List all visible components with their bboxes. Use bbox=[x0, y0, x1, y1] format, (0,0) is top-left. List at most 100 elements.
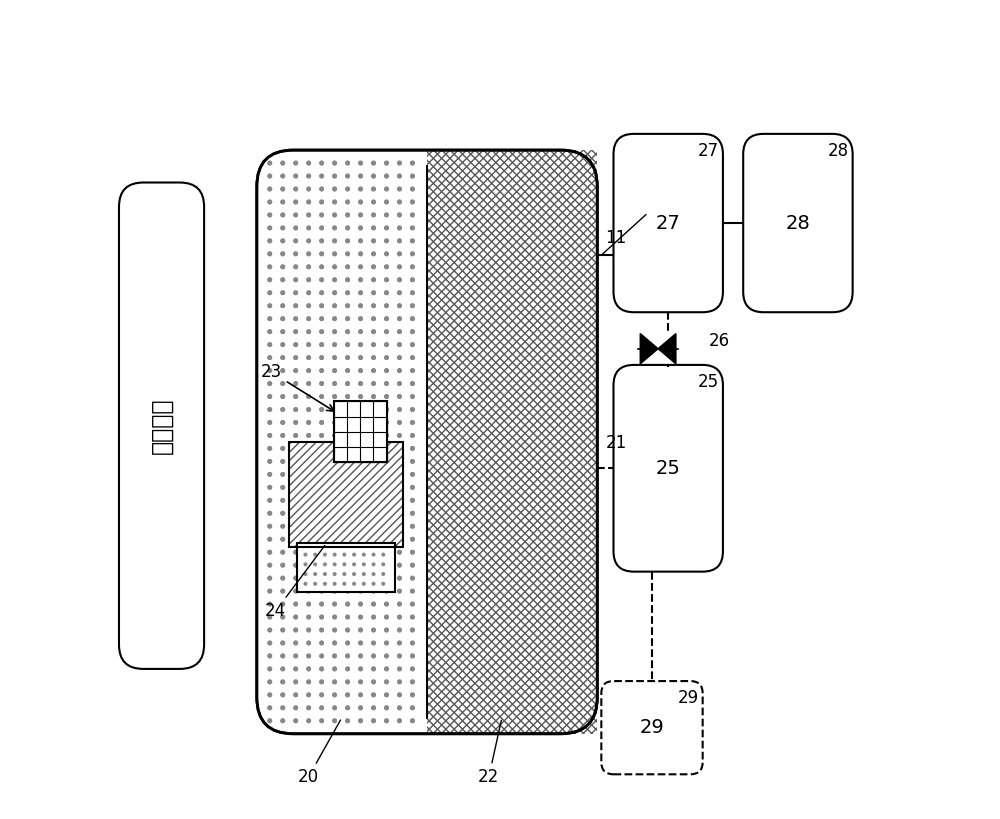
Circle shape bbox=[306, 420, 311, 425]
Circle shape bbox=[267, 627, 272, 632]
Circle shape bbox=[306, 576, 311, 581]
Circle shape bbox=[384, 174, 389, 179]
Circle shape bbox=[332, 640, 337, 645]
Circle shape bbox=[410, 640, 415, 645]
Circle shape bbox=[280, 705, 285, 710]
Circle shape bbox=[397, 381, 402, 386]
Circle shape bbox=[384, 511, 389, 516]
Circle shape bbox=[397, 692, 402, 697]
Circle shape bbox=[384, 265, 389, 269]
Circle shape bbox=[410, 498, 415, 503]
Circle shape bbox=[345, 200, 350, 205]
Circle shape bbox=[293, 640, 298, 645]
Circle shape bbox=[306, 394, 311, 399]
Circle shape bbox=[280, 550, 285, 554]
Bar bbox=[334, 442, 387, 462]
Circle shape bbox=[371, 369, 376, 373]
Circle shape bbox=[397, 329, 402, 334]
Circle shape bbox=[332, 692, 337, 697]
Circle shape bbox=[384, 225, 389, 230]
Circle shape bbox=[397, 200, 402, 205]
Circle shape bbox=[410, 459, 415, 464]
Circle shape bbox=[397, 667, 402, 672]
Circle shape bbox=[332, 498, 337, 503]
Circle shape bbox=[358, 238, 363, 243]
Circle shape bbox=[306, 511, 311, 516]
Circle shape bbox=[280, 485, 285, 490]
Circle shape bbox=[267, 602, 272, 607]
Circle shape bbox=[332, 342, 337, 347]
Circle shape bbox=[306, 536, 311, 541]
Circle shape bbox=[384, 407, 389, 412]
Circle shape bbox=[410, 174, 415, 179]
Circle shape bbox=[397, 485, 402, 490]
Circle shape bbox=[358, 303, 363, 308]
Circle shape bbox=[332, 472, 337, 477]
Circle shape bbox=[280, 278, 285, 283]
Circle shape bbox=[267, 459, 272, 464]
Circle shape bbox=[410, 705, 415, 710]
Circle shape bbox=[345, 536, 350, 541]
Circle shape bbox=[306, 654, 311, 658]
Circle shape bbox=[267, 446, 272, 450]
Circle shape bbox=[306, 446, 311, 450]
Circle shape bbox=[323, 572, 327, 576]
Circle shape bbox=[293, 407, 298, 412]
Circle shape bbox=[371, 342, 376, 347]
Circle shape bbox=[345, 627, 350, 632]
Circle shape bbox=[342, 553, 346, 557]
Circle shape bbox=[384, 589, 389, 594]
Circle shape bbox=[306, 640, 311, 645]
Circle shape bbox=[293, 174, 298, 179]
Circle shape bbox=[358, 433, 363, 438]
Circle shape bbox=[267, 640, 272, 645]
Circle shape bbox=[306, 589, 311, 594]
Circle shape bbox=[358, 251, 363, 256]
Circle shape bbox=[397, 472, 402, 477]
Circle shape bbox=[306, 238, 311, 243]
Circle shape bbox=[306, 614, 311, 619]
Circle shape bbox=[345, 394, 350, 399]
Circle shape bbox=[267, 576, 272, 581]
Circle shape bbox=[267, 200, 272, 205]
Circle shape bbox=[280, 420, 285, 425]
Circle shape bbox=[371, 640, 376, 645]
Circle shape bbox=[306, 550, 311, 554]
Circle shape bbox=[345, 614, 350, 619]
Circle shape bbox=[345, 589, 350, 594]
Circle shape bbox=[280, 329, 285, 334]
Circle shape bbox=[332, 265, 337, 269]
Circle shape bbox=[313, 581, 317, 586]
Circle shape bbox=[410, 654, 415, 658]
Circle shape bbox=[358, 407, 363, 412]
Circle shape bbox=[306, 187, 311, 192]
Circle shape bbox=[332, 627, 337, 632]
Circle shape bbox=[319, 420, 324, 425]
Circle shape bbox=[345, 667, 350, 672]
Circle shape bbox=[410, 524, 415, 529]
Circle shape bbox=[384, 394, 389, 399]
Circle shape bbox=[293, 303, 298, 308]
Circle shape bbox=[319, 485, 324, 490]
Circle shape bbox=[303, 581, 307, 586]
Circle shape bbox=[332, 446, 337, 450]
Circle shape bbox=[306, 381, 311, 386]
Circle shape bbox=[410, 200, 415, 205]
Circle shape bbox=[397, 524, 402, 529]
Circle shape bbox=[345, 381, 350, 386]
Circle shape bbox=[319, 174, 324, 179]
Circle shape bbox=[384, 212, 389, 217]
Circle shape bbox=[345, 265, 350, 269]
Circle shape bbox=[293, 536, 298, 541]
Circle shape bbox=[319, 627, 324, 632]
Circle shape bbox=[267, 342, 272, 347]
Circle shape bbox=[358, 667, 363, 672]
Circle shape bbox=[332, 200, 337, 205]
Circle shape bbox=[358, 303, 363, 308]
Circle shape bbox=[306, 265, 311, 269]
Circle shape bbox=[371, 654, 376, 658]
Circle shape bbox=[397, 627, 402, 632]
Circle shape bbox=[267, 355, 272, 360]
Circle shape bbox=[293, 174, 298, 179]
Circle shape bbox=[319, 614, 324, 619]
